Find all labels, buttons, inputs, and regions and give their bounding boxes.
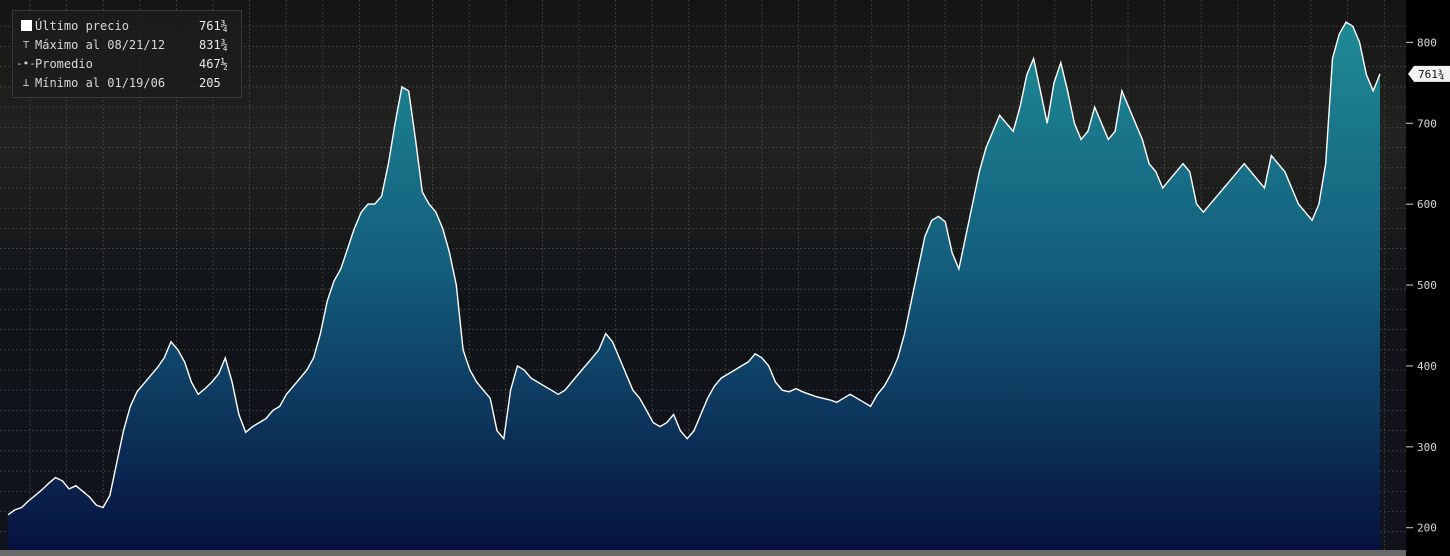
y-tick-label: 600 (1417, 198, 1437, 211)
legend-item-avg: -•- Promedio 467½ (16, 54, 235, 73)
legend-label: Último precio (35, 18, 129, 33)
box-icon (19, 20, 33, 31)
y-tick-label: 400 (1417, 360, 1437, 373)
y-axis-panel (1406, 0, 1450, 556)
legend-label: Mínimo al 01/19/06 (35, 75, 166, 90)
legend: Último precio 761¾ ⊤ Máximo al 08/21/12 … (12, 10, 242, 98)
legend-item-max: ⊤ Máximo al 08/21/12 831¾ (19, 35, 235, 54)
price-area (8, 22, 1380, 553)
max-marker-icon: ⊤ (22, 38, 30, 51)
y-tick-label: 700 (1417, 117, 1437, 130)
legend-item-last: Último precio 761¾ (19, 16, 235, 35)
last-price-tag-shape (1408, 65, 1450, 82)
y-tick-label: 300 (1417, 441, 1437, 454)
last-price-tag-label: 761¾ (1418, 68, 1445, 81)
legend-label: Promedio (35, 56, 93, 71)
y-tick-label: 500 (1417, 279, 1437, 292)
legend-label: Máximo al 08/21/12 (35, 37, 166, 52)
legend-value: 761¾ (199, 18, 228, 33)
y-axis: 200 300 400 500 600 700 800 (1406, 36, 1437, 535)
avg-marker-icon: -•- (16, 57, 36, 70)
price-line (7, 21, 1381, 516)
y-tick-label: 800 (1417, 36, 1437, 49)
y-tick-label: 200 (1417, 522, 1437, 535)
legend-value: 205 (199, 75, 221, 90)
legend-value: 831¾ (199, 37, 228, 52)
bottom-edge (0, 550, 1406, 556)
legend-value: 467½ (199, 56, 228, 71)
last-price-tag: 761¾ (1408, 65, 1450, 82)
legend-item-min: ⊥ Mínimo al 01/19/06 205 (19, 73, 235, 92)
min-marker-icon: ⊥ (22, 76, 30, 89)
